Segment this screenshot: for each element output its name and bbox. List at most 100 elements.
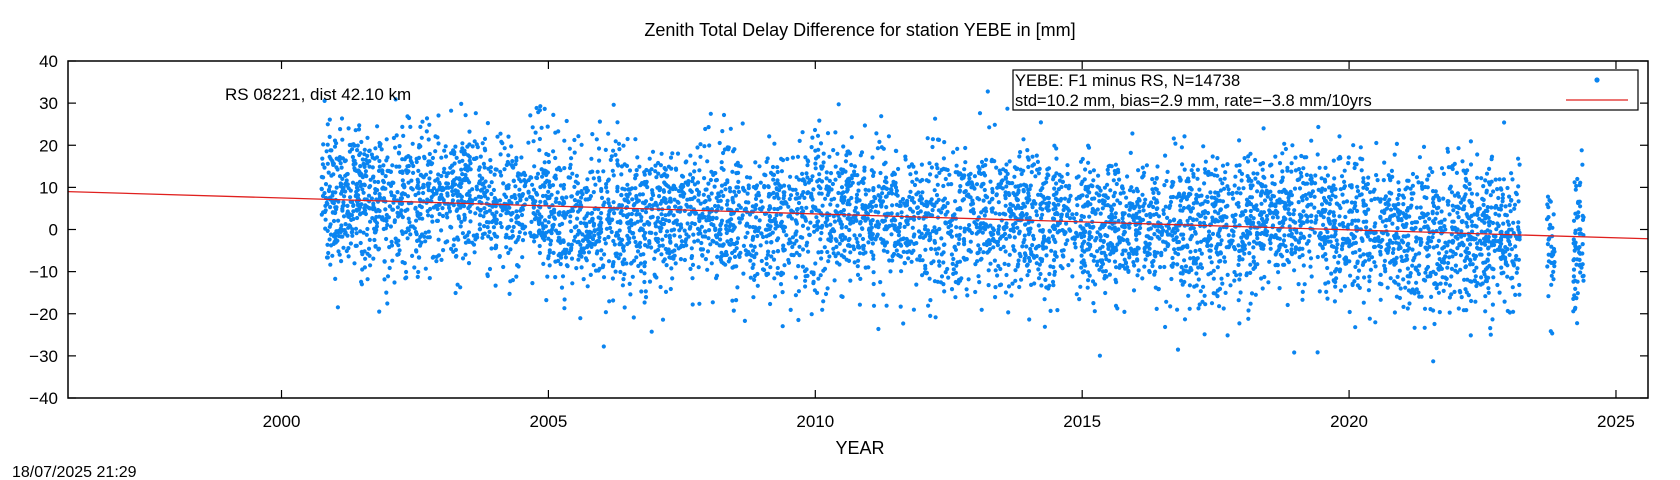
- data-point: [1509, 247, 1514, 252]
- data-point: [537, 243, 542, 249]
- data-point: [1468, 333, 1473, 338]
- data-point: [1416, 180, 1421, 185]
- data-point: [631, 315, 636, 320]
- data-point: [754, 215, 759, 220]
- data-point: [878, 199, 883, 204]
- data-point: [779, 156, 784, 161]
- data-point: [1131, 260, 1136, 265]
- data-point: [839, 253, 844, 258]
- data-point: [930, 208, 935, 213]
- data-point: [499, 173, 504, 178]
- data-point: [1068, 193, 1073, 198]
- data-point: [578, 220, 583, 225]
- data-point: [627, 225, 632, 231]
- data-point: [1217, 259, 1222, 264]
- data-point: [1034, 153, 1039, 158]
- data-point: [1036, 223, 1041, 228]
- data-point: [846, 243, 851, 248]
- data-point: [1103, 273, 1108, 278]
- data-point: [468, 209, 473, 214]
- data-point: [1285, 168, 1290, 173]
- data-point: [647, 171, 652, 176]
- data-point: [1159, 225, 1164, 230]
- data-point: [1277, 228, 1282, 233]
- data-point: [899, 269, 904, 274]
- data-point: [1077, 297, 1082, 302]
- data-point: [1164, 178, 1169, 184]
- data-point: [998, 246, 1003, 252]
- data-point: [1368, 190, 1373, 195]
- data-point: [553, 155, 558, 161]
- data-point: [1574, 183, 1579, 189]
- data-point: [1325, 296, 1330, 301]
- data-point: [628, 292, 633, 297]
- data-point: [857, 245, 862, 250]
- data-point: [728, 126, 733, 131]
- data-point: [1187, 283, 1192, 288]
- data-point: [343, 158, 348, 163]
- data-point: [1330, 193, 1335, 198]
- data-point: [691, 232, 696, 237]
- data-point: [383, 174, 388, 179]
- data-point: [1205, 243, 1210, 248]
- data-point: [858, 219, 863, 225]
- data-point: [1286, 195, 1291, 200]
- data-point: [354, 207, 359, 212]
- data-point: [923, 266, 928, 271]
- data-point: [498, 221, 503, 226]
- data-point: [1147, 270, 1152, 275]
- data-point: [1362, 275, 1367, 280]
- data-point: [951, 150, 956, 155]
- data-point: [772, 141, 777, 146]
- data-point: [815, 290, 820, 295]
- data-point: [573, 234, 578, 239]
- data-point: [419, 240, 424, 245]
- data-point: [370, 165, 375, 170]
- data-point: [367, 148, 372, 153]
- data-point: [1484, 234, 1489, 239]
- data-point: [1075, 234, 1080, 239]
- data-point: [797, 253, 802, 258]
- data-point: [428, 170, 433, 175]
- data-point: [1425, 211, 1430, 216]
- data-point: [449, 108, 454, 113]
- data-point: [650, 188, 655, 193]
- data-point: [665, 250, 670, 255]
- data-point: [643, 289, 648, 294]
- data-point: [821, 299, 826, 304]
- data-point: [1196, 306, 1201, 311]
- data-point: [847, 236, 852, 242]
- data-point: [405, 236, 410, 241]
- data-point: [456, 216, 462, 221]
- data-point: [1417, 215, 1423, 220]
- data-point: [463, 172, 468, 178]
- data-point: [1005, 106, 1010, 111]
- data-point: [1220, 281, 1225, 286]
- data-point: [787, 237, 792, 242]
- data-point: [1421, 144, 1427, 149]
- data-point: [1329, 185, 1334, 190]
- data-point: [458, 224, 463, 229]
- data-point: [411, 170, 416, 175]
- data-point: [929, 261, 934, 266]
- data-point: [816, 250, 821, 255]
- data-point: [1225, 272, 1230, 277]
- data-point: [1126, 269, 1131, 274]
- data-point: [453, 290, 458, 296]
- data-point: [1287, 212, 1292, 217]
- data-point: [976, 164, 981, 169]
- data-point: [736, 216, 742, 221]
- data-point: [736, 179, 741, 184]
- data-point: [410, 253, 415, 258]
- data-point: [1398, 286, 1403, 291]
- data-point: [1168, 195, 1174, 200]
- data-point: [1070, 212, 1075, 217]
- data-point: [998, 171, 1003, 176]
- data-point: [1478, 252, 1483, 257]
- data-point: [1331, 219, 1336, 224]
- data-point: [1268, 246, 1273, 251]
- data-point: [966, 277, 971, 282]
- data-point: [1486, 220, 1491, 225]
- data-point: [1263, 184, 1268, 189]
- data-point: [575, 240, 580, 245]
